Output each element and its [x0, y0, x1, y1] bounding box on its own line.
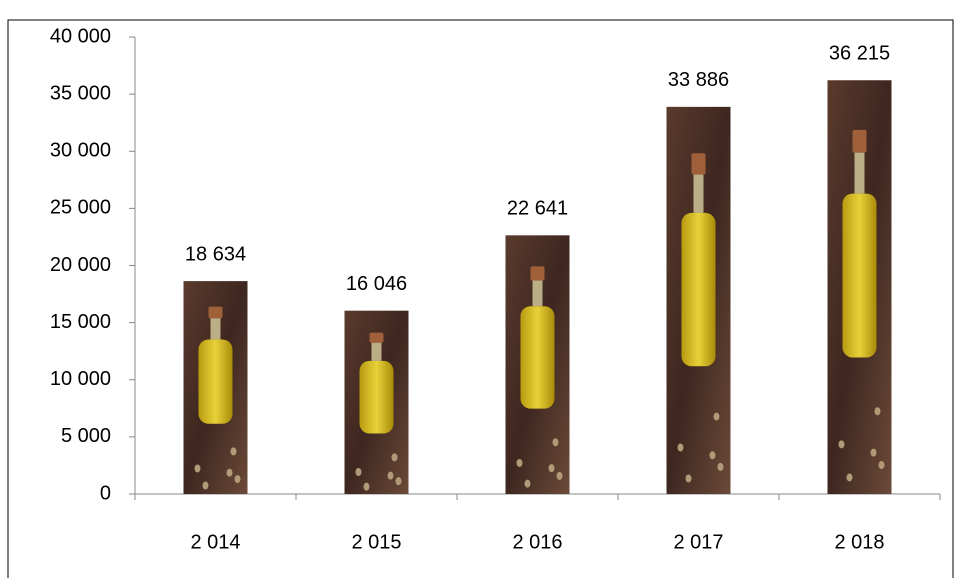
y-tick-label: 5 000 [61, 425, 111, 447]
seed [194, 464, 201, 473]
seed [713, 412, 720, 421]
bottle-body [520, 306, 555, 409]
value-label: 18 634 [185, 243, 246, 265]
seed [878, 461, 885, 470]
seed [516, 458, 523, 467]
seed [548, 464, 555, 473]
bottle-body [842, 193, 877, 358]
chart-frame [7, 19, 954, 578]
bottle-neck [371, 342, 382, 361]
seed [677, 443, 684, 452]
y-tick-label: 25 000 [50, 197, 111, 219]
bar-decoration [355, 332, 402, 491]
y-tick-label: 0 [100, 482, 111, 504]
value-label: 36 215 [829, 43, 890, 65]
bottle-cork [530, 266, 545, 281]
seed [556, 471, 563, 480]
y-tick-label: 30 000 [50, 140, 111, 162]
seed [709, 451, 716, 460]
x-tick-label: 2 015 [351, 531, 401, 553]
seed [870, 448, 877, 457]
value-label: 16 046 [346, 273, 407, 295]
bottle-cork [208, 306, 223, 319]
bottle-cork [369, 332, 384, 343]
seed [838, 440, 845, 449]
bottle-body [359, 360, 394, 434]
x-tick-label: 2 017 [673, 531, 723, 553]
seed [395, 477, 402, 486]
bottle-neck [693, 174, 704, 213]
bottle-cork [852, 129, 867, 153]
x-tick-label: 2 018 [834, 531, 884, 553]
value-label: 33 886 [668, 69, 729, 91]
x-tick-label: 2 016 [512, 531, 562, 553]
value-label: 22 641 [507, 198, 568, 220]
seed [230, 447, 237, 456]
bottle-body [681, 212, 716, 367]
bottle-neck [854, 152, 865, 194]
seed [874, 407, 881, 416]
bottle-cork [691, 153, 706, 175]
seed [846, 473, 853, 482]
bar-decoration [838, 129, 885, 482]
bottle-neck [210, 318, 221, 340]
seed [391, 453, 398, 462]
seed [355, 468, 362, 477]
x-tick-label: 2 014 [190, 531, 240, 553]
seed [202, 481, 209, 490]
y-tick-label: 40 000 [50, 25, 111, 47]
seed [234, 475, 241, 484]
y-tick-label: 20 000 [50, 254, 111, 276]
bar-decoration [516, 266, 563, 488]
y-tick-label: 15 000 [50, 311, 111, 333]
seed [524, 479, 531, 488]
bottle-neck [532, 280, 543, 307]
bottle-body [198, 339, 233, 424]
y-tick-label: 35 000 [50, 82, 111, 104]
seed [363, 482, 370, 491]
bar-decoration [677, 153, 724, 483]
seed [226, 468, 233, 477]
seed [552, 438, 559, 447]
bar-decoration [194, 306, 241, 490]
seed [685, 474, 692, 483]
seed [717, 462, 724, 471]
seed [387, 471, 394, 480]
y-tick-label: 10 000 [50, 368, 111, 390]
